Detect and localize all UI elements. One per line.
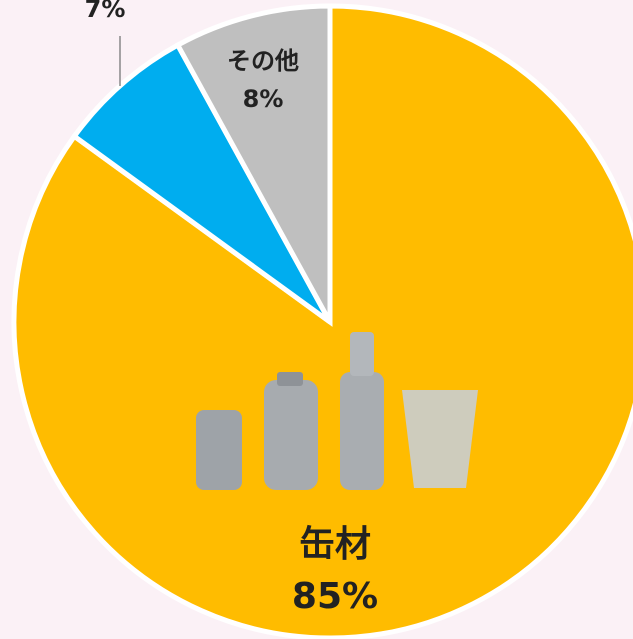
slice-label: その他 <box>227 47 299 75</box>
pie-slice <box>174 3 333 324</box>
pie-slice <box>70 41 333 325</box>
value-label: 8% <box>243 85 284 113</box>
value-label: 85% <box>292 576 378 617</box>
pie-slice <box>11 3 633 639</box>
slice-label: 缶材 <box>299 524 371 565</box>
container-icons <box>196 332 478 490</box>
value-label: 7% <box>85 0 126 23</box>
